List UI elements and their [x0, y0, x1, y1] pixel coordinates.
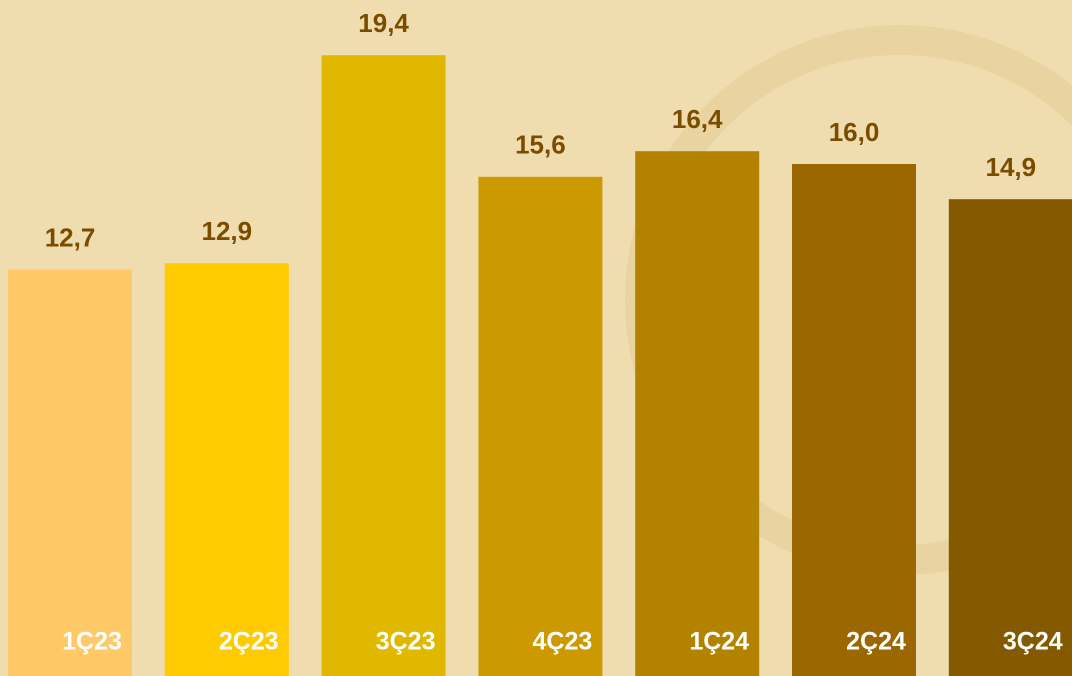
bar: [792, 164, 916, 676]
bar: [635, 151, 760, 676]
value-label: 15,6: [515, 130, 566, 160]
value-label: 16,4: [672, 104, 723, 134]
bar: [164, 263, 289, 676]
value-label: 19,4: [358, 8, 409, 38]
x-tick-label: 4Ç23: [533, 628, 593, 656]
x-tick-label: 3Ç23: [376, 628, 436, 656]
x-tick-label: 2Ç24: [846, 628, 906, 656]
x-tick-label: 1Ç24: [689, 628, 749, 656]
x-tick-label: 1Ç23: [62, 628, 122, 656]
bar: [478, 176, 603, 676]
bar: [321, 55, 446, 676]
value-label: 12,9: [201, 216, 252, 246]
value-label: 16,0: [829, 117, 880, 147]
value-label: 12,7: [45, 222, 96, 252]
value-label: 14,9: [985, 152, 1036, 182]
x-tick-label: 3Ç24: [1003, 628, 1063, 656]
bar: [8, 269, 132, 676]
bar: [948, 199, 1072, 676]
x-tick-label: 2Ç23: [219, 628, 279, 656]
